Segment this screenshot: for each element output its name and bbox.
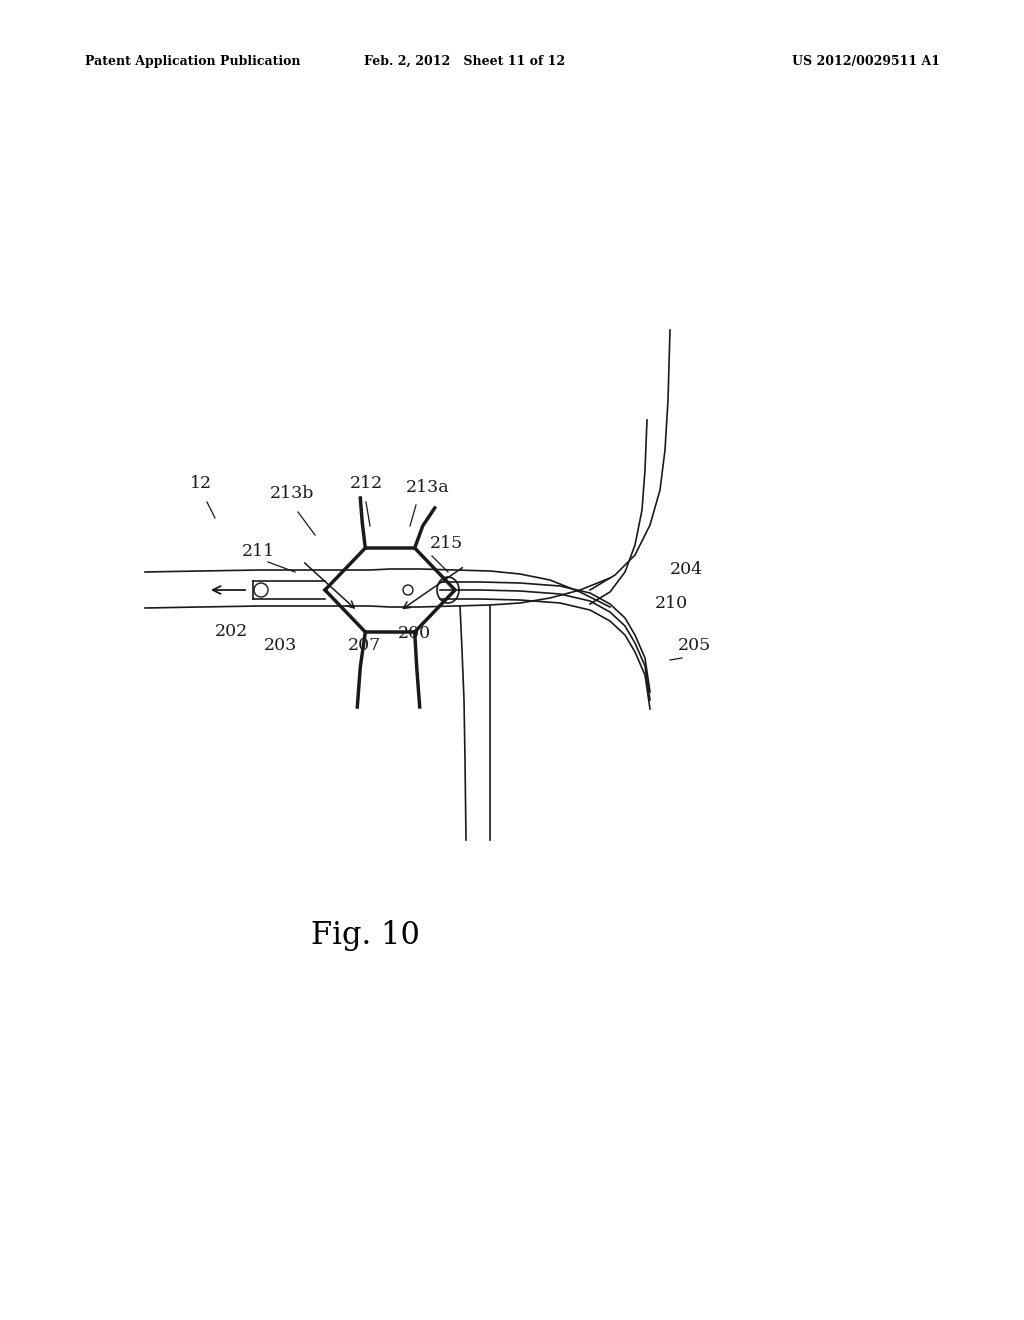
Text: 202: 202 [215,623,248,640]
Text: 213a: 213a [406,479,450,496]
Text: Patent Application Publication: Patent Application Publication [85,55,300,69]
Text: 207: 207 [348,638,381,653]
Text: US 2012/0029511 A1: US 2012/0029511 A1 [792,55,940,69]
Text: Feb. 2, 2012   Sheet 11 of 12: Feb. 2, 2012 Sheet 11 of 12 [365,55,565,69]
Text: 215: 215 [430,535,463,552]
Text: 200: 200 [398,624,431,642]
Text: 204: 204 [670,561,703,578]
Text: 210: 210 [655,595,688,612]
Text: 211: 211 [242,543,275,560]
Text: 12: 12 [190,475,212,492]
Text: 203: 203 [264,638,297,653]
Text: 212: 212 [350,475,383,492]
Text: Fig. 10: Fig. 10 [310,920,420,950]
Text: 213b: 213b [270,484,314,502]
Text: 205: 205 [678,638,712,653]
